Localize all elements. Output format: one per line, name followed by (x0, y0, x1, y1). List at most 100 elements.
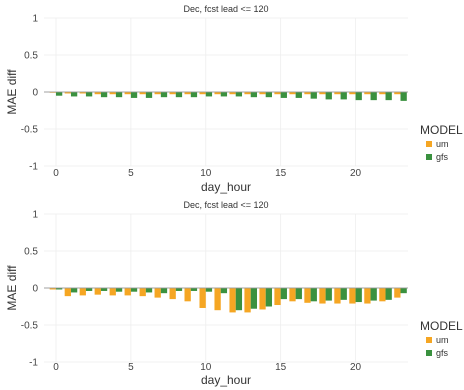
bar-um-20 (349, 92, 356, 95)
bar-gfs-17 (310, 92, 317, 99)
y-tick-label: -1 (29, 162, 38, 173)
bar-gfs-1 (70, 288, 78, 293)
bar-gfs-23 (400, 288, 407, 294)
y-axis-label: MAE diff (5, 69, 19, 115)
bar-gfs-18 (325, 92, 332, 100)
bar-gfs-20 (355, 92, 362, 101)
bar-um-8 (169, 92, 176, 95)
bar-um-17 (304, 92, 311, 95)
bar-um-10 (199, 92, 206, 95)
bar-um-15 (274, 92, 281, 95)
chart-panel-bottom: -1 -0.5 0 0.5 1 0 5 10 15 20 Dec, fcst lead <= 120… (0, 196, 464, 390)
legend-title: MODEL (420, 123, 463, 137)
bar-um-19 (334, 288, 341, 304)
bar-gfs-8 (175, 288, 183, 291)
bar-um-3 (94, 92, 101, 95)
y-tick-label: 0.5 (24, 247, 38, 258)
x-tick-label: 10 (200, 362, 212, 373)
legend-swatch-gfs (426, 154, 432, 160)
bar-um-2 (79, 288, 86, 296)
bar-gfs-14 (265, 288, 272, 307)
chart-panel-top: -1 -0.5 0 0.5 1 0 5 10 15 20 Dec, fcst lead <= 120… (5, 4, 463, 194)
bar-um-4 (109, 92, 116, 95)
bar-um-23 (394, 288, 401, 298)
bar-gfs-0 (55, 288, 63, 290)
bar-um-21 (364, 92, 371, 95)
x-axis-label: day_hour (201, 180, 251, 194)
bar-gfs-19 (340, 92, 347, 100)
bar-gfs-2 (85, 288, 93, 291)
bar-gfs-6 (145, 92, 153, 98)
x-tick-label: 0 (53, 362, 59, 373)
chart-title: Dec, fcst lead <= 120 (183, 4, 268, 14)
legend-label-gfs: gfs (436, 348, 449, 358)
bar-um-16 (289, 92, 296, 95)
bar-um-13 (244, 92, 251, 95)
bar-gfs-1 (70, 92, 78, 97)
bar-um-8 (169, 288, 176, 300)
bar-gfs-13 (250, 288, 258, 309)
bar-gfs-21 (370, 92, 377, 101)
bar-gfs-18 (325, 288, 332, 301)
bar-um-6 (139, 288, 146, 297)
bar-gfs-20 (355, 288, 362, 303)
y-axis-label: MAE diff (5, 265, 19, 311)
bar-um-11 (214, 288, 221, 311)
bar-um-1 (64, 92, 71, 94)
bar-gfs-15 (280, 92, 287, 98)
bar-gfs-22 (385, 288, 392, 300)
bar-gfs-12 (235, 92, 243, 97)
bar-um-5 (124, 288, 131, 296)
bar-gfs-0 (55, 92, 63, 96)
bar-um-12 (229, 288, 236, 313)
bar-gfs-8 (175, 92, 183, 98)
bar-um-16 (289, 288, 296, 302)
x-tick-label: 5 (128, 362, 134, 373)
bar-um-7 (154, 288, 161, 298)
bar-gfs-4 (115, 288, 123, 292)
bar-gfs-11 (220, 288, 228, 294)
bar-um-9 (184, 288, 191, 302)
x-tick-label: 15 (275, 362, 287, 373)
bar-gfs-16 (295, 288, 302, 300)
bar-gfs-23 (400, 92, 407, 101)
bar-gfs-17 (310, 288, 317, 302)
bar-um-21 (364, 288, 371, 304)
x-tick-label: 20 (350, 168, 362, 179)
bar-um-9 (184, 92, 191, 95)
bar-gfs-15 (280, 288, 287, 300)
legend-label-um: um (436, 335, 449, 345)
bar-gfs-4 (115, 92, 123, 98)
chart-title: Dec, fcst lead <= 120 (183, 200, 268, 210)
y-tick-label: 0 (32, 88, 38, 99)
bar-um-13 (244, 288, 251, 313)
bar-um-14 (259, 92, 266, 95)
y-tick-label: -1 (29, 358, 38, 369)
legend-swatch-gfs (426, 350, 432, 356)
legend-label-gfs: gfs (436, 152, 449, 162)
bar-gfs-6 (145, 288, 153, 293)
bar-um-11 (214, 92, 221, 95)
bar-um-1 (64, 288, 71, 297)
bar-um-7 (154, 92, 161, 95)
y-tick-label: 0 (32, 284, 38, 295)
y-tick-label: 1 (32, 210, 38, 221)
bar-um-12 (229, 92, 236, 95)
bar-gfs-7 (160, 288, 168, 294)
y-tick-label: 0.5 (24, 51, 38, 62)
bar-um-2 (79, 92, 86, 94)
bar-um-20 (349, 288, 356, 304)
bar-gfs-10 (205, 288, 213, 292)
bar-gfs-22 (385, 92, 392, 101)
bar-um-22 (379, 288, 386, 302)
bar-um-3 (94, 288, 101, 295)
bar-gfs-12 (235, 288, 243, 311)
y-tick-label: -0.5 (21, 125, 39, 136)
bar-gfs-13 (250, 92, 258, 98)
x-tick-label: 20 (350, 362, 362, 373)
bar-gfs-9 (190, 288, 198, 291)
bar-gfs-21 (370, 288, 377, 301)
bar-um-19 (334, 92, 341, 95)
legend-title: MODEL (420, 319, 463, 333)
